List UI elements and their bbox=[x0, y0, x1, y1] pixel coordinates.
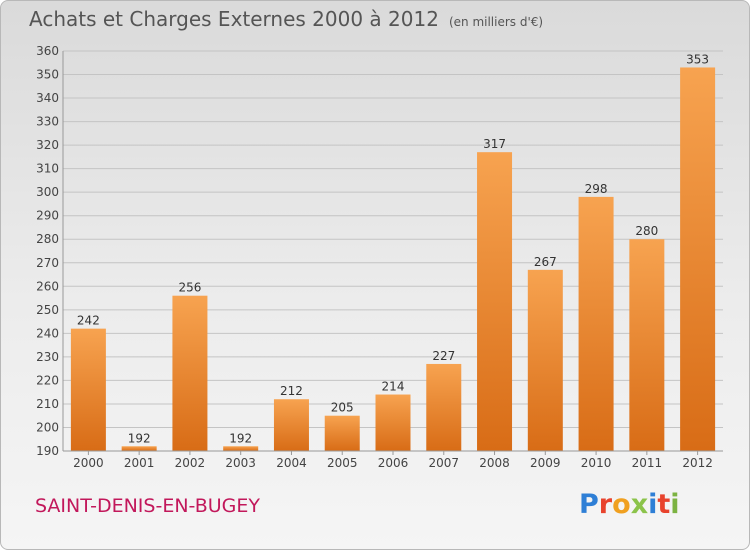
y-tick-label: 190 bbox=[36, 444, 59, 458]
data-label: 214 bbox=[382, 380, 405, 394]
bar-2008[interactable] bbox=[477, 152, 513, 452]
bars: 242 192 256 192 212 205 214 227 317 267 298 280 353 bbox=[70, 52, 716, 452]
chart-title-text: Achats et Charges Externes 2000 à 2012 bbox=[29, 7, 439, 31]
x-tick-label: 2005 bbox=[327, 456, 358, 470]
x-tick-label: 2007 bbox=[428, 456, 459, 470]
logo-letter: t bbox=[657, 489, 671, 520]
y-tick-label: 300 bbox=[36, 185, 59, 199]
y-tick-label: 220 bbox=[36, 373, 59, 387]
data-label: 298 bbox=[585, 182, 608, 196]
bar-2007[interactable] bbox=[426, 363, 462, 451]
y-tick-label: 240 bbox=[36, 326, 59, 340]
y-tick-label: 330 bbox=[36, 115, 59, 129]
y-tick-label: 270 bbox=[36, 256, 59, 270]
logo-letter: i bbox=[648, 489, 658, 520]
data-label: 280 bbox=[635, 224, 658, 238]
logo-letter: P bbox=[579, 489, 599, 520]
data-label: 205 bbox=[331, 401, 354, 415]
data-label: 317 bbox=[483, 137, 506, 151]
y-tick-label: 310 bbox=[36, 162, 59, 176]
data-label: 227 bbox=[432, 349, 455, 363]
bar-2010[interactable] bbox=[578, 196, 614, 451]
data-label: 353 bbox=[686, 52, 709, 66]
chart-title: Achats et Charges Externes 2000 à 2012 (e… bbox=[29, 7, 543, 31]
y-tick-label: 210 bbox=[36, 397, 59, 411]
chart-subtitle: (en milliers d'€) bbox=[448, 15, 544, 29]
logo-letter: i bbox=[670, 489, 680, 520]
x-tick-label: 2008 bbox=[479, 456, 510, 470]
x-tick-label: 2010 bbox=[581, 456, 612, 470]
bar-2000[interactable] bbox=[70, 328, 106, 451]
y-tick-label: 260 bbox=[36, 279, 59, 293]
bar-2009[interactable] bbox=[527, 269, 563, 451]
x-axis: 2000 2001 2002 2003 2004 2005 2006 2007 2008 2009… bbox=[63, 450, 723, 470]
x-tick-label: 2004 bbox=[276, 456, 307, 470]
bar-2001[interactable] bbox=[121, 446, 157, 451]
x-tick-label: 2006 bbox=[378, 456, 409, 470]
y-tick-label: 250 bbox=[36, 303, 59, 317]
data-label: 192 bbox=[229, 431, 252, 445]
bar-2005[interactable] bbox=[324, 415, 360, 451]
x-tick-label: 2002 bbox=[175, 456, 206, 470]
x-tick-label: 2012 bbox=[682, 456, 713, 470]
data-label: 192 bbox=[128, 431, 151, 445]
y-tick-label: 200 bbox=[36, 420, 59, 434]
x-tick-label: 2003 bbox=[225, 456, 256, 470]
bar-2011[interactable] bbox=[629, 239, 665, 451]
bar-2006[interactable] bbox=[375, 394, 411, 451]
place-name: SAINT-DENIS-EN-BUGEY bbox=[35, 495, 260, 517]
logo-letter: o bbox=[612, 489, 631, 520]
logo-letter: r bbox=[598, 489, 613, 520]
data-label: 256 bbox=[178, 281, 201, 295]
proxiti-logo[interactable]: Proxiti bbox=[579, 489, 680, 520]
y-tick-label: 340 bbox=[36, 91, 59, 105]
bar-2003[interactable] bbox=[223, 446, 259, 451]
data-label: 242 bbox=[77, 314, 100, 328]
bar-2012[interactable] bbox=[680, 67, 716, 452]
x-tick-label: 2000 bbox=[73, 456, 104, 470]
data-label: 212 bbox=[280, 384, 303, 398]
x-tick-label: 2009 bbox=[530, 456, 561, 470]
y-tick-label: 360 bbox=[36, 44, 59, 58]
bar-2004[interactable] bbox=[273, 399, 309, 451]
bar-2002[interactable] bbox=[172, 295, 208, 451]
y-tick-label: 230 bbox=[36, 350, 59, 364]
y-tick-label: 280 bbox=[36, 232, 59, 246]
data-label: 267 bbox=[534, 255, 557, 269]
logo-letter: x bbox=[630, 489, 649, 520]
y-tick-label: 350 bbox=[36, 68, 59, 82]
y-tick-label: 290 bbox=[36, 209, 59, 223]
y-tick-label: 320 bbox=[36, 138, 59, 152]
y-axis: 190 200 210 220 230 240 250 260 270 280 290 300 310 3… bbox=[36, 44, 64, 458]
x-tick-label: 2011 bbox=[632, 456, 663, 470]
x-tick-label: 2001 bbox=[124, 456, 155, 470]
